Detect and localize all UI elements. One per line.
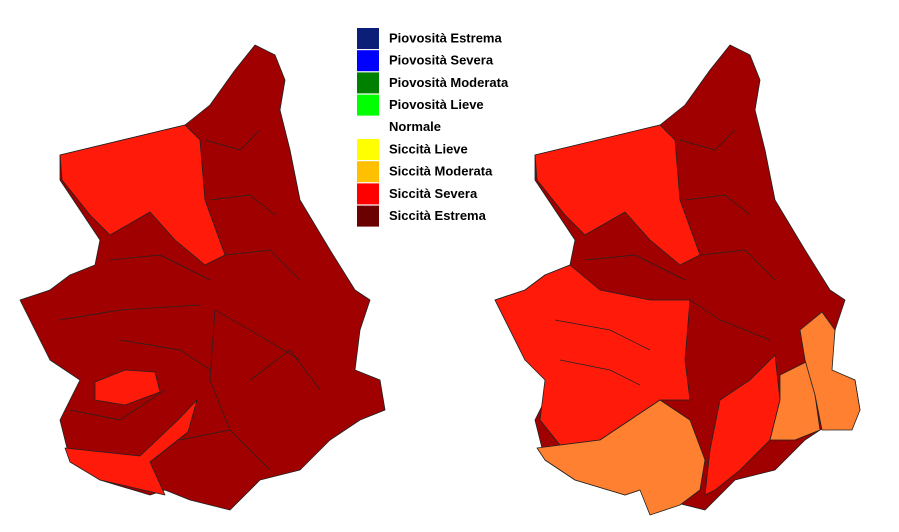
legend-label: Piovosità Moderata bbox=[389, 75, 509, 90]
region bbox=[94, 369, 161, 406]
legend-label: Siccità Moderata bbox=[389, 164, 493, 179]
legend-swatch bbox=[357, 205, 379, 227]
region bbox=[704, 354, 781, 496]
map-right bbox=[494, 44, 861, 516]
legend: Piovosità Estrema Piovosità Severa Piovosi… bbox=[357, 28, 509, 227]
region bbox=[494, 264, 691, 446]
legend-swatch bbox=[357, 28, 379, 49]
legend-label: Siccità Severa bbox=[389, 186, 478, 201]
legend-swatch bbox=[357, 183, 379, 205]
legend-label: Siccità Estrema bbox=[389, 208, 487, 223]
region-border bbox=[59, 129, 321, 471]
legend-swatch bbox=[357, 72, 379, 94]
legend-label: Normale bbox=[389, 119, 441, 134]
map-left bbox=[19, 44, 386, 511]
region bbox=[19, 44, 386, 511]
legend-swatch bbox=[357, 116, 379, 138]
region bbox=[799, 311, 861, 431]
legend-swatch bbox=[357, 139, 379, 160]
legend-swatch bbox=[357, 50, 379, 72]
region bbox=[59, 124, 226, 266]
legend-label: Piovosità Lieve bbox=[389, 97, 484, 112]
legend-label: Piovosità Severa bbox=[389, 53, 494, 68]
region bbox=[536, 399, 706, 516]
legend-label: Siccità Lieve bbox=[389, 141, 468, 156]
legend-swatch bbox=[357, 94, 379, 116]
legend-swatch bbox=[357, 161, 379, 183]
region-border bbox=[554, 129, 776, 386]
region bbox=[64, 399, 198, 496]
region bbox=[534, 124, 701, 266]
legend-label: Piovosità Estrema bbox=[389, 30, 502, 45]
